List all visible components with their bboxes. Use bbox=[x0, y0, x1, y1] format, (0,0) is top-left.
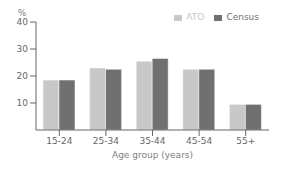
svg-text:%: % bbox=[18, 8, 27, 18]
svg-text:20: 20 bbox=[17, 71, 29, 81]
svg-text:35-44: 35-44 bbox=[139, 136, 165, 146]
svg-text:55+: 55+ bbox=[236, 136, 255, 146]
svg-text:30: 30 bbox=[17, 44, 29, 54]
svg-text:Age group (years): Age group (years) bbox=[112, 150, 193, 160]
svg-text:25-34: 25-34 bbox=[93, 136, 119, 146]
svg-text:40: 40 bbox=[17, 17, 29, 27]
svg-text:45-54: 45-54 bbox=[186, 136, 212, 146]
svg-text:10: 10 bbox=[17, 98, 29, 108]
html-text:ATO: ATO bbox=[186, 12, 205, 22]
svg-text:15-24: 15-24 bbox=[46, 136, 72, 146]
html-text:Census: Census bbox=[226, 12, 259, 22]
